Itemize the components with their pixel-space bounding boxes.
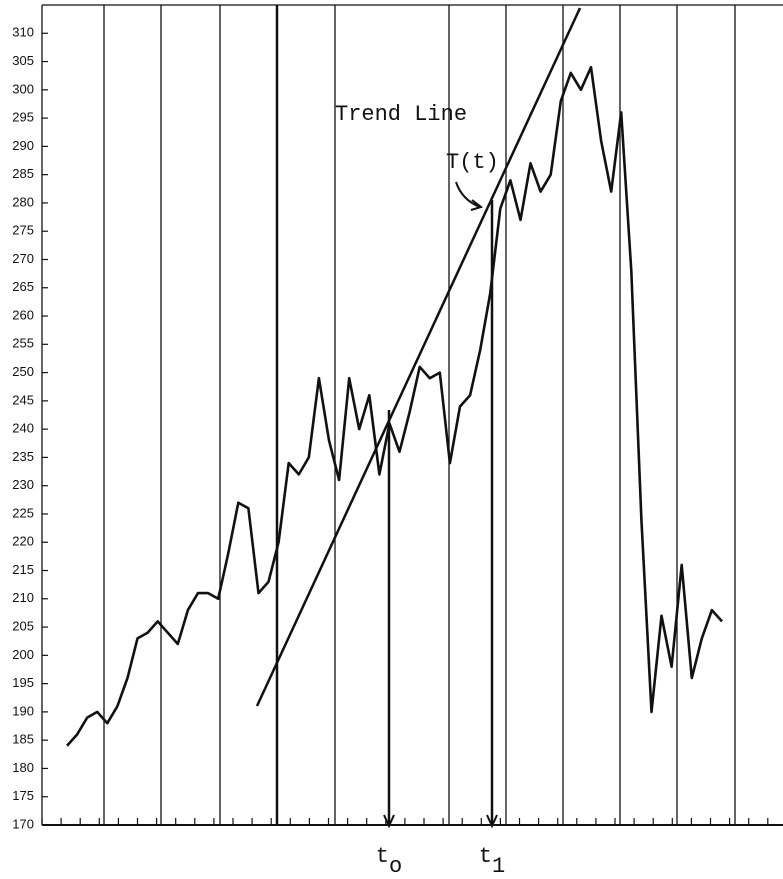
t1-sub: 1 [492,854,505,879]
y-tick-label: 185 [12,732,34,747]
y-tick-label: 300 [12,81,34,96]
y-tick-label: 180 [12,760,34,775]
y-tick-label: 285 [12,166,34,181]
t0-text: t [376,844,389,869]
y-tick-label: 250 [12,364,34,379]
y-tick-label: 205 [12,619,34,634]
y-tick-label: 230 [12,477,34,492]
y-tick-label: 220 [12,534,34,549]
y-tick-label: 280 [12,194,34,209]
t0-sub: o [389,854,402,879]
y-tick-label: 275 [12,223,34,238]
trend-label: Trend Line [335,102,467,127]
y-tick-label: 265 [12,279,34,294]
frame [41,4,783,826]
y-tick-label: 225 [12,505,34,520]
y-tick-label: 235 [12,449,34,464]
y-tick-label: 295 [12,110,34,125]
data-line [66,65,723,747]
t0-label: to [376,844,402,879]
time-arrows [383,814,498,829]
y-tick-label: 290 [12,138,34,153]
t1-text: t [479,844,492,869]
trend-value-label: T(t) [446,150,499,175]
annotation-arrow [455,181,484,211]
y-tick-label: 270 [12,251,34,266]
y-tick-label: 210 [12,590,34,605]
y-tick-label: 200 [12,647,34,662]
y-tick-label: 305 [12,53,34,68]
trend-line [255,7,582,707]
y-tick-label: 245 [12,392,34,407]
t1-label: t1 [479,844,505,879]
y-tick-label: 260 [12,307,34,322]
x-minor-ticks [41,818,769,825]
y-tick-label: 170 [12,816,34,831]
y-tick-label: 255 [12,336,34,351]
y-tick-label: 215 [12,562,34,577]
y-tick-label: 310 [12,25,34,40]
y-tick-label: 195 [12,675,34,690]
y-tick-label: 190 [12,703,34,718]
y-tick-label: 240 [12,421,34,436]
y-tick-label: 175 [12,788,34,803]
